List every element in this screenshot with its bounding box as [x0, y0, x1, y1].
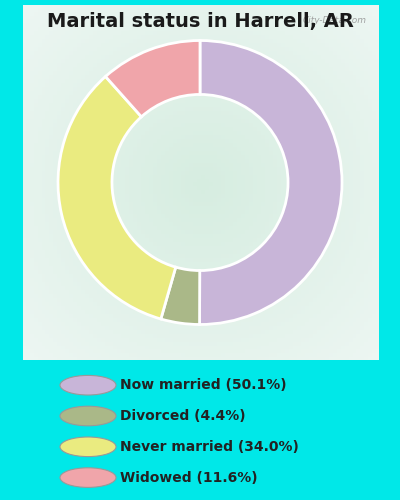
Circle shape: [60, 406, 116, 426]
Circle shape: [60, 376, 116, 395]
Text: Marital status in Harrell, AR: Marital status in Harrell, AR: [46, 12, 354, 32]
Wedge shape: [58, 76, 176, 319]
Wedge shape: [106, 40, 200, 117]
Text: Never married (34.0%): Never married (34.0%): [120, 440, 299, 454]
Text: Divorced (4.4%): Divorced (4.4%): [120, 409, 246, 423]
Text: City-Data.com: City-Data.com: [303, 16, 367, 24]
Wedge shape: [200, 40, 342, 325]
Text: Now married (50.1%): Now married (50.1%): [120, 378, 287, 392]
Circle shape: [60, 437, 116, 456]
Wedge shape: [161, 267, 200, 324]
Circle shape: [60, 468, 116, 487]
Text: Widowed (11.6%): Widowed (11.6%): [120, 470, 258, 484]
